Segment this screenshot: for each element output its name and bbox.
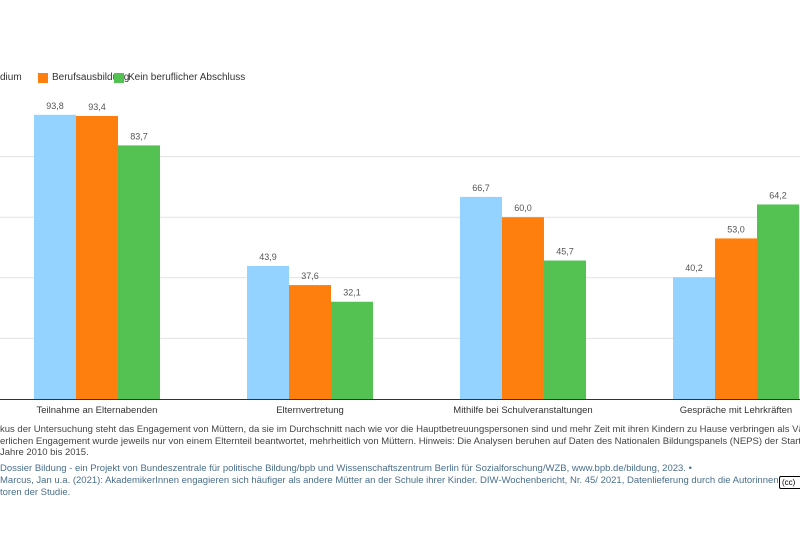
- bar-3-4[interactable]: [757, 204, 799, 399]
- bar-3-2[interactable]: [331, 301, 373, 399]
- notes-line-1: kus der Untersuchung steht das Engagemen…: [0, 424, 800, 435]
- bar-1-1[interactable]: [34, 114, 76, 399]
- bar-3-3[interactable]: [544, 260, 586, 399]
- value-label: 64,2: [769, 190, 787, 200]
- notes-line-2: erlichen Engagement wurde jeweils nur vo…: [0, 435, 800, 447]
- x-tick-label: Gespräche mit Lehrkräften: [680, 405, 792, 416]
- value-label: 37,6: [301, 271, 319, 281]
- cc-license-icon[interactable]: (cc): [779, 476, 800, 489]
- value-label: 45,7: [556, 247, 574, 257]
- bar-chart: 93,8 93,4 83,7 Teilnahme an Elternabenden 43…: [0, 101, 800, 416]
- x-tick-label: Mithilfe bei Schulveranstaltungen: [453, 405, 592, 416]
- x-tick-label: Teilnahme an Elternabenden: [37, 405, 158, 416]
- bar-2-4[interactable]: [715, 238, 757, 399]
- bar-1-3[interactable]: [460, 196, 502, 399]
- source-line-2: Marcus, Jan u.a. (2021): AkademikerInnen…: [0, 475, 779, 486]
- chart-source: Dossier Bildung - ein Projekt von Bundes…: [0, 463, 800, 499]
- bar-3-1[interactable]: [118, 145, 160, 399]
- x-tick-label: Elternvertretung: [276, 405, 344, 416]
- value-label: 93,4: [88, 102, 106, 112]
- legend-label-berufsausbildung: Berufsausbildung: [52, 72, 130, 83]
- bar-2-3[interactable]: [502, 217, 544, 399]
- value-label: 83,7: [130, 131, 148, 141]
- legend-label-studium: dium: [0, 72, 22, 83]
- bar-1-4[interactable]: [673, 277, 715, 399]
- value-label: 40,2: [685, 263, 703, 273]
- bar-2-1[interactable]: [76, 115, 118, 400]
- bar-1-2[interactable]: [247, 265, 289, 399]
- legend-item-kein-abschluss[interactable]: Kein beruflicher Abschluss: [114, 72, 245, 83]
- legend-item-berufsausbildung[interactable]: Berufsausbildung: [38, 72, 129, 83]
- source-line-3: toren der Studie.: [0, 487, 71, 498]
- source-line-1: Dossier Bildung - ein Projekt von Bundes…: [0, 463, 692, 474]
- legend-label-kein-abschluss: Kein beruflicher Abschluss: [128, 72, 246, 83]
- value-label: 43,9: [259, 252, 277, 262]
- legend-item-studium[interactable]: dium: [0, 72, 22, 83]
- value-label: 66,7: [472, 183, 490, 193]
- legend-swatch-kein-abschluss: [114, 72, 124, 83]
- bar-2-2[interactable]: [289, 285, 331, 399]
- value-label: 60,0: [514, 203, 532, 213]
- chart-notes: kus der Untersuchung steht das Engagemen…: [0, 424, 800, 459]
- value-label: 53,0: [727, 224, 745, 234]
- value-label: 32,1: [343, 288, 361, 298]
- value-label: 93,8: [46, 101, 64, 111]
- legend-swatch-berufsausbildung: [38, 72, 48, 83]
- notes-line-3: Jahre 2010 bis 2015.: [0, 447, 89, 458]
